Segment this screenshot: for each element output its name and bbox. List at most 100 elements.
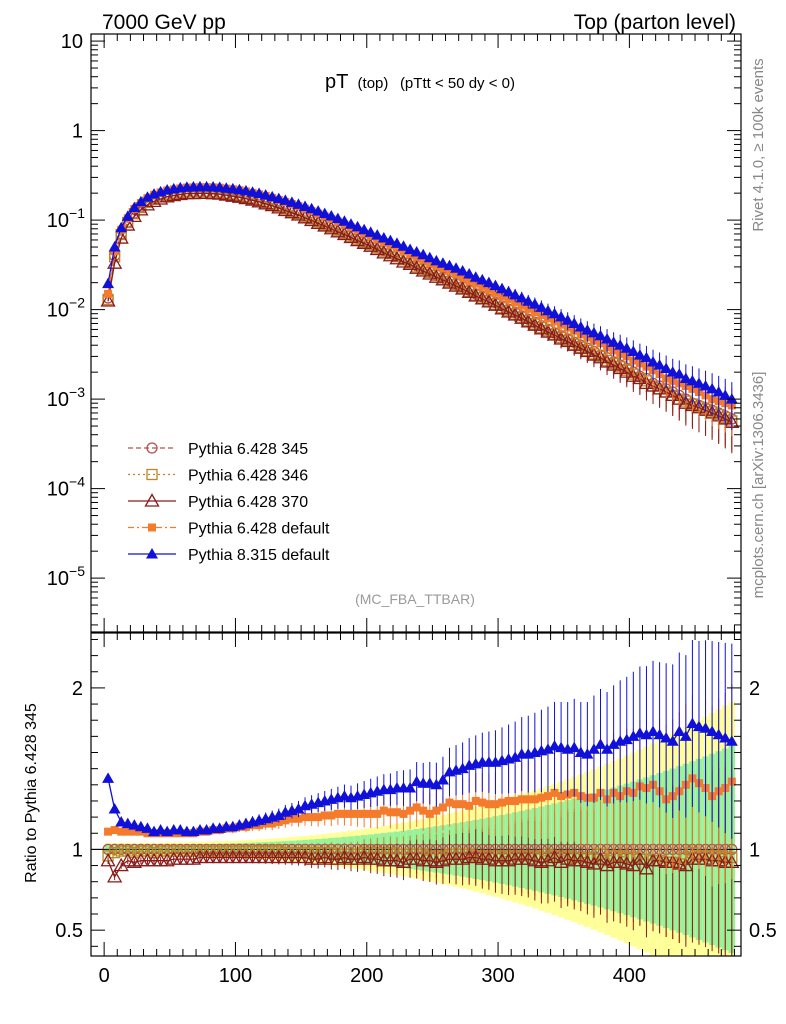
ratio-point [432,806,441,815]
legend: Pythia 6.428 345 Pythia 6.428 346 Pythia 6… [128,441,330,564]
x-tick-label: 300 [481,965,514,987]
ratio-point [340,809,349,818]
data-point [422,266,438,280]
ratio-point [573,852,589,867]
data-point [581,324,594,335]
ratio-point [458,800,467,809]
data-point [369,241,385,256]
ratio-point [110,826,119,835]
data-point [599,354,615,368]
data-point [402,256,418,271]
ratio-point [465,801,474,810]
ratio-point [699,722,712,733]
ratio-point [294,814,303,823]
ratio-point [725,735,738,746]
ratio-point [520,851,536,865]
ratio-point [287,814,296,823]
data-point [481,294,497,308]
ratio-point [117,827,126,836]
data-point [627,345,640,357]
ratio-point [349,851,366,865]
data-point [271,200,287,214]
ratio-point [666,735,679,746]
ratio-point [395,854,412,868]
plot-title-sub2: (pTtt < 50 dy < 0) [400,75,515,92]
ratio-point [297,849,313,864]
data-point [500,304,517,318]
data-point [541,304,554,316]
data-point [522,295,535,306]
ratio-point [327,811,336,820]
data-point [363,238,379,252]
data-point [318,207,331,219]
data-point [489,279,502,291]
data-point [469,271,482,282]
data-point [647,355,660,367]
ratio-point [128,846,140,859]
ratio-point [456,762,469,774]
data-point [432,261,441,270]
data-point [504,295,513,304]
data-point [417,248,430,260]
legend-entry-pythia-6-428-default: Pythia 6.428 default [128,521,330,538]
ratio-point [406,806,415,815]
ratio-point [509,751,522,762]
data-point [653,359,666,370]
data-point [277,202,293,217]
data-point [450,262,463,273]
data-point [660,362,673,373]
ratio-point [120,852,136,867]
data-point [474,290,490,305]
ratio-series-group [100,640,740,956]
data-point [553,331,569,345]
data-point [561,314,574,325]
ratio-point [425,809,434,818]
data-point [399,247,408,256]
data-point [290,207,307,221]
data-point [515,291,528,303]
data-point [425,259,434,268]
ratio-point [673,725,686,737]
ratio-y-tick-label-left: 1 [72,839,83,861]
ratio-point [123,827,132,836]
ratio-plot-frame [90,632,742,957]
data-point [323,220,339,235]
ratio-point [484,800,493,809]
ratio-point [541,743,554,754]
data-point [345,218,357,229]
ratio-y-tick-label-right: 2 [749,678,760,700]
data-point [476,273,489,285]
ratio-point [399,809,408,818]
data-point [606,357,622,371]
ratio-point [537,793,546,802]
header-beam-label: 7000 GeV pp [102,11,226,34]
ratio-point [159,852,175,867]
data-point [115,221,128,233]
data-point [299,200,312,211]
data-point [389,250,405,265]
ratio-point [100,852,116,867]
ratio-point [409,851,425,865]
data-point [338,215,351,226]
data-point [452,269,461,278]
data-point [533,320,550,335]
data-point [443,259,456,271]
analysis-watermark: (MC_FBA_TTBAR) [355,591,475,607]
ratio-point [620,733,633,745]
data-point [448,278,464,292]
ratio-point [436,773,449,785]
data-point [455,281,471,295]
ratio-point [568,741,581,753]
ratio-point [607,738,620,749]
data-point [409,260,425,274]
data-point [535,301,548,312]
ratio-point [601,743,614,754]
ratio-point [317,849,333,864]
ratio-point [314,813,323,822]
data-point [645,378,661,392]
data-point [586,347,602,361]
data-point [343,229,359,244]
ratio-point [533,854,550,868]
ratio-point [560,851,576,865]
data-point [312,205,325,216]
